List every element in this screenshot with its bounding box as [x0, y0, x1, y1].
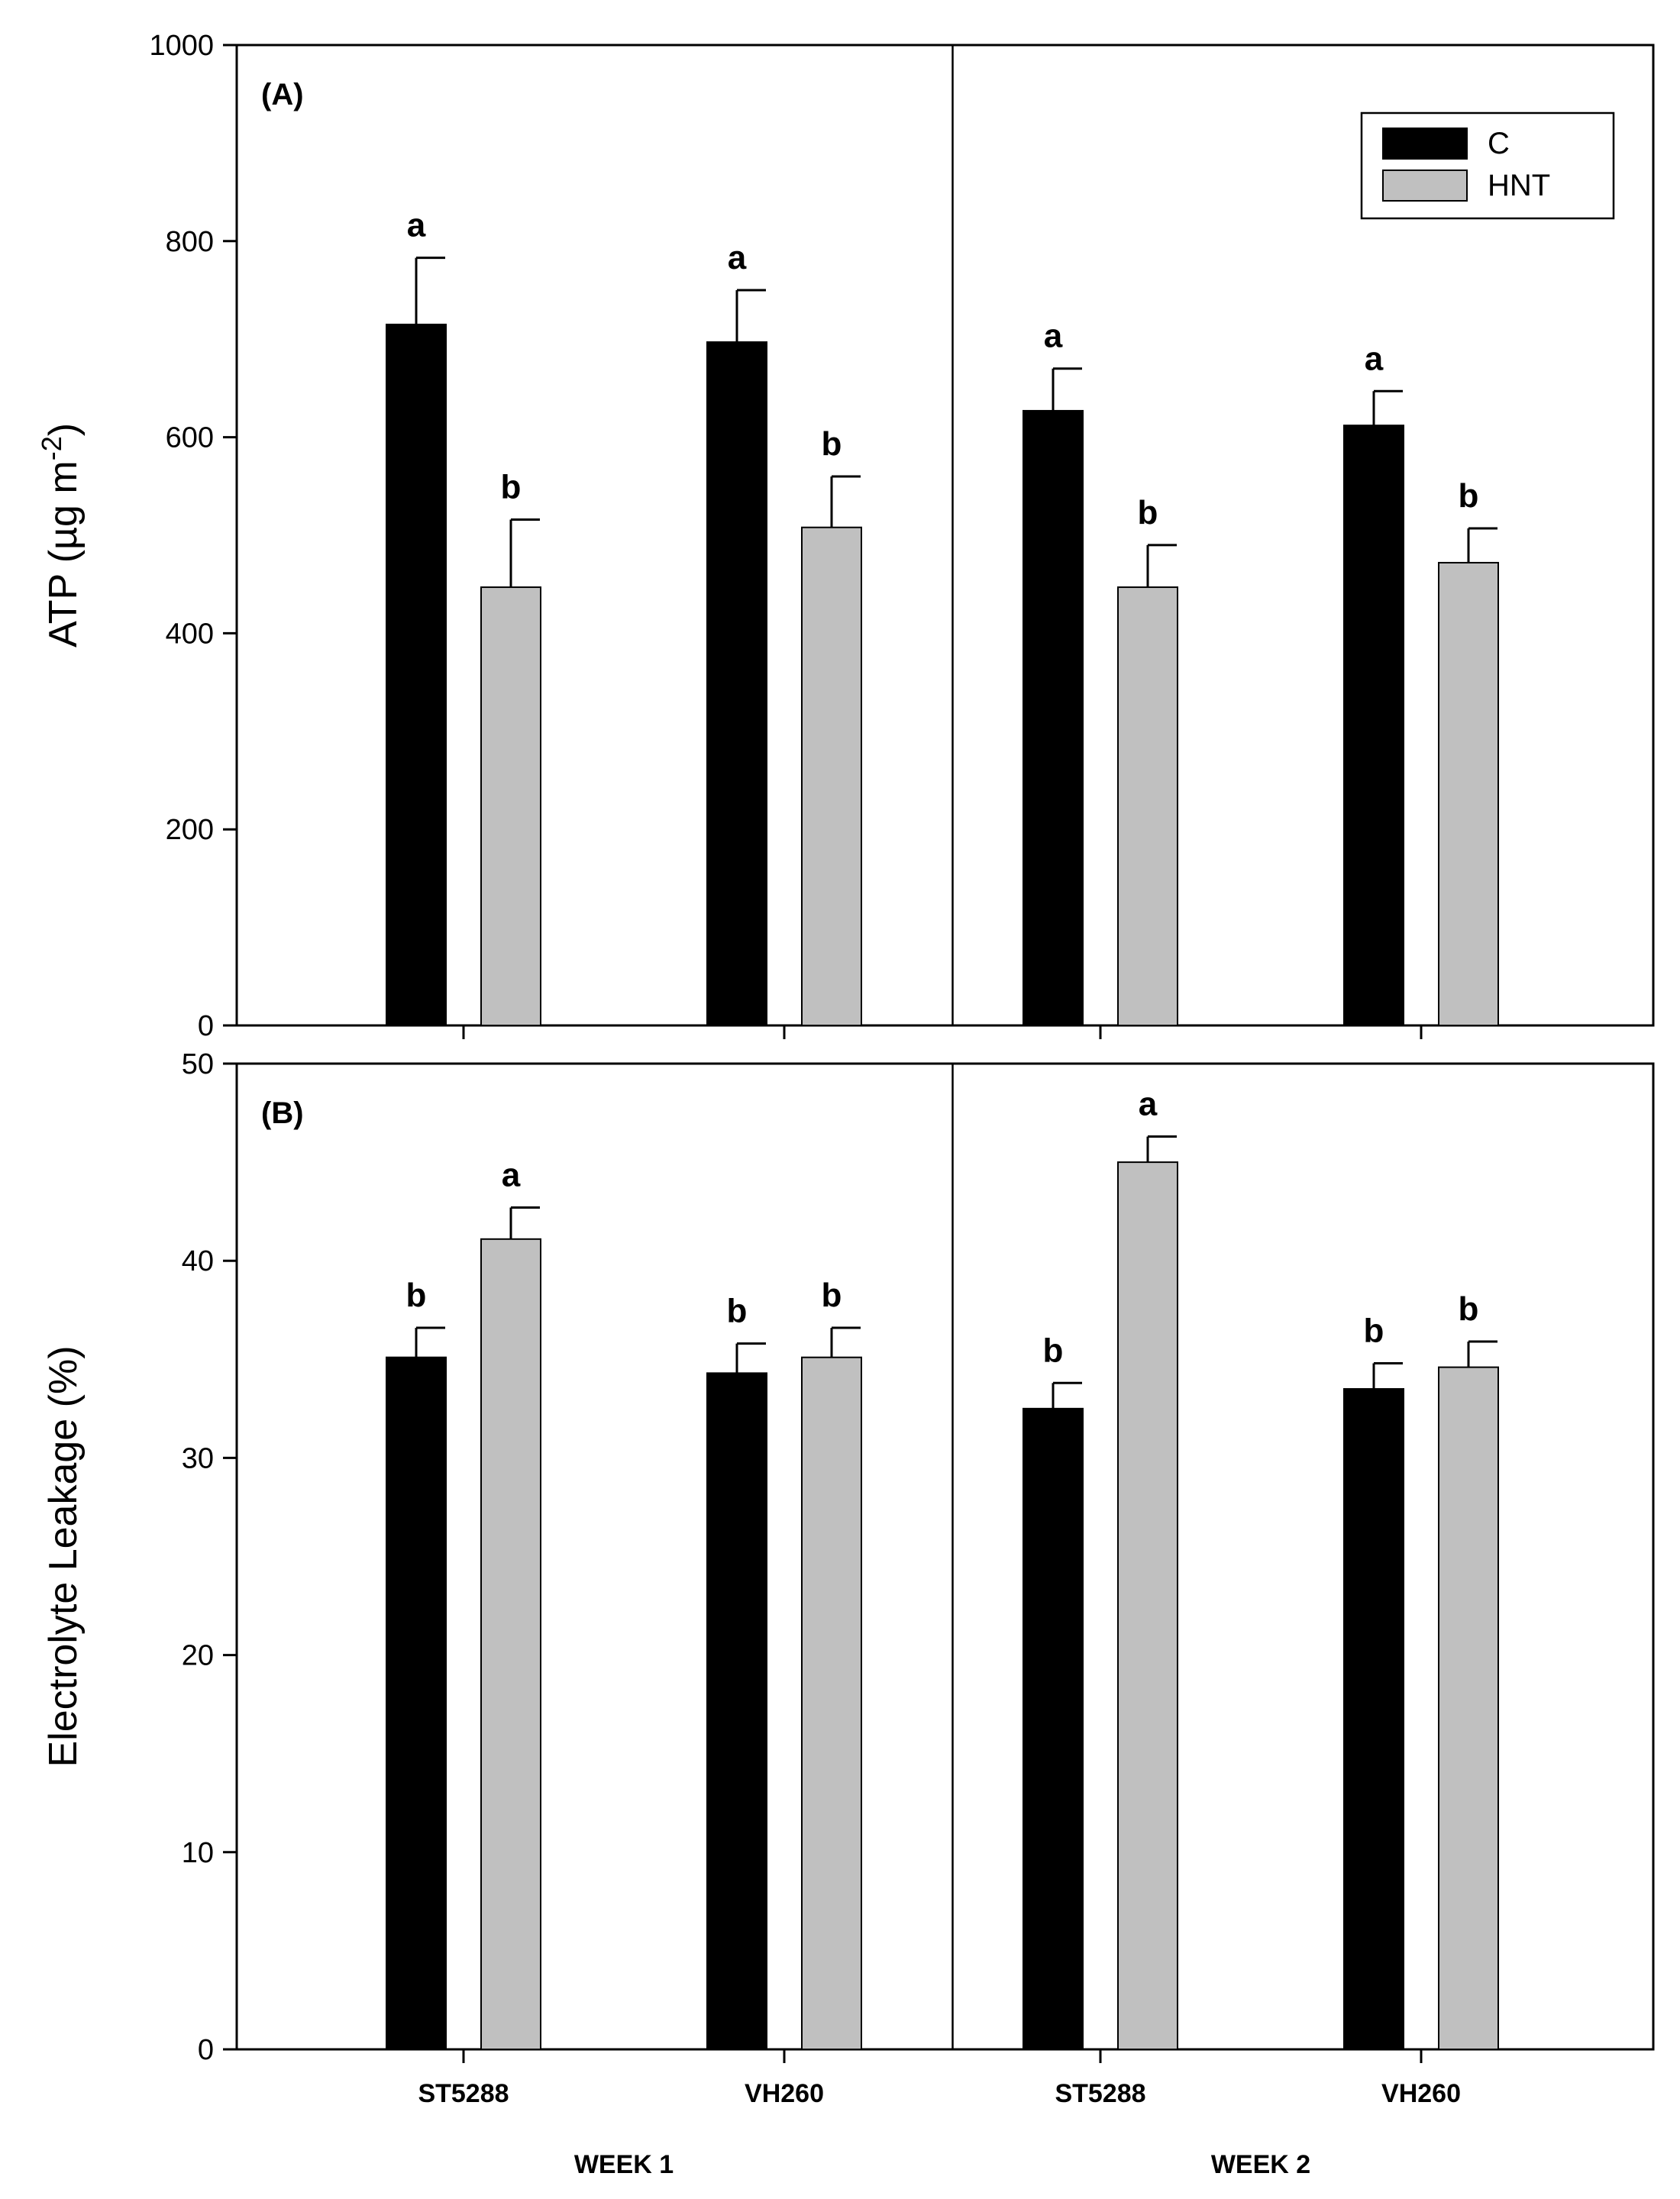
- legend: C HNT: [1360, 111, 1615, 220]
- y-tick-label: 400: [166, 618, 214, 650]
- significance-letter: b: [727, 1293, 748, 1330]
- significance-letter: a: [728, 239, 747, 276]
- bar-hnt: [801, 1356, 862, 2050]
- plot-frame: [235, 44, 1655, 1027]
- significance-letter: b: [501, 468, 522, 505]
- significance-letter: b: [822, 1277, 842, 1314]
- y-tick-label: 50: [182, 1048, 214, 1080]
- panel-label: (A): [261, 78, 304, 111]
- significance-letter: b: [1459, 477, 1479, 515]
- bar-hnt: [480, 1238, 541, 2050]
- legend-swatch-hnt: [1382, 170, 1468, 202]
- y-tick-label: 1000: [149, 30, 214, 62]
- significance-letter: a: [502, 1156, 521, 1193]
- bar-hnt: [1117, 586, 1178, 1026]
- bar-hnt: [1438, 1366, 1499, 2051]
- x-category-label: ST5288: [1055, 2079, 1145, 2108]
- bar-c: [1023, 409, 1084, 1026]
- panel-b: 0 10 20 30 40 50 (B) Electrolyte Leakage (%) b b b…: [41, 1048, 1655, 2066]
- x-category-label: ST5288: [418, 2079, 509, 2108]
- y-tick-label: 800: [166, 226, 214, 258]
- legend-swatch-c: [1382, 128, 1468, 160]
- y-tick-label: 0: [198, 2034, 214, 2066]
- bar-c: [1343, 425, 1404, 1026]
- bar-hnt: [480, 586, 541, 1026]
- bar-c: [1023, 1407, 1084, 2050]
- bar-c: [1343, 1388, 1404, 2050]
- bar-c: [386, 323, 447, 1026]
- significance-letter: b: [1364, 1312, 1384, 1349]
- y-tick-label: 600: [166, 422, 214, 454]
- significance-letter: a: [1139, 1086, 1158, 1123]
- y-tick-label: 30: [182, 1442, 214, 1474]
- significance-letter: a: [407, 207, 426, 244]
- y-tick-label: 20: [182, 1640, 214, 1672]
- panel-label: (B): [261, 1096, 304, 1130]
- y-tick-label: 0: [198, 1010, 214, 1042]
- bar-hnt: [1438, 561, 1499, 1026]
- significance-letter: b: [822, 425, 842, 463]
- y-tick-label: 40: [182, 1245, 214, 1277]
- panel-a: 0 200 400 600 800 1000 (A) ATP (µg m-2) a a a a b b b b: [36, 30, 1655, 1042]
- week-label: WEEK 1: [574, 2150, 674, 2179]
- y-axis-title: Electrolyte Leakage (%): [41, 1345, 86, 1767]
- legend-label: HNT: [1488, 169, 1550, 202]
- y-tick-label: 10: [182, 1837, 214, 1869]
- significance-letter: b: [1043, 1332, 1064, 1369]
- x-category-label: VH260: [745, 2079, 824, 2108]
- significance-letter: b: [1138, 494, 1158, 531]
- bar-hnt: [1117, 1161, 1178, 2050]
- bar-c: [706, 341, 767, 1026]
- bar-hnt: [801, 526, 862, 1026]
- y-axis-title: ATP (µg m-2): [36, 423, 86, 647]
- legend-label: C: [1488, 127, 1510, 160]
- significance-letter: b: [1459, 1290, 1479, 1328]
- y-tick-label: 200: [166, 814, 214, 846]
- bar-c: [386, 1356, 447, 2050]
- significance-letter: a: [1044, 318, 1063, 355]
- x-category-label: VH260: [1381, 2079, 1461, 2108]
- significance-letter: a: [1365, 340, 1384, 377]
- x-axis-labels: ST5288 VH260 ST5288 VH260 WEEK 1 WEEK 2: [418, 2079, 1461, 2179]
- significance-letter: b: [406, 1277, 427, 1314]
- week-label: WEEK 2: [1211, 2150, 1310, 2179]
- plot-frame: [235, 1062, 1655, 2051]
- bar-c: [706, 1372, 767, 2050]
